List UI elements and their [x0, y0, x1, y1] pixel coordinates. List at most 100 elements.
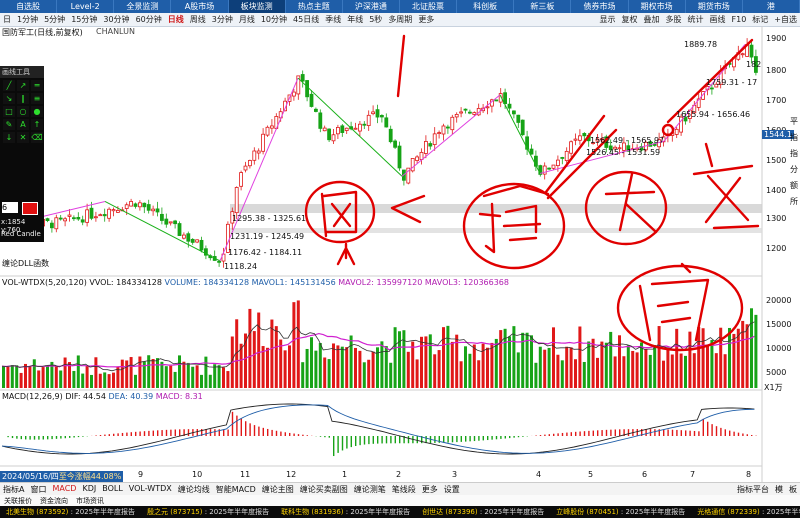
- drawing-tool-panel[interactable]: 画线工具 ╱ ↗ ═ ↘ ∥ ≡ □ ○ ● ✎ A ↑ ↓ ✕ ⌫ 6 x:1…: [0, 66, 44, 242]
- arrow-tool-icon[interactable]: ↘: [3, 93, 15, 104]
- ticker-item[interactable]: 北美生物 (873592) : 2025年半年度报告: [6, 508, 136, 516]
- nav-tab[interactable]: 自选股: [0, 0, 58, 13]
- ellipse-tool-icon[interactable]: ○: [17, 106, 29, 117]
- info-tab[interactable]: 市场资讯: [76, 496, 104, 505]
- info-tab[interactable]: 关联报价: [4, 496, 32, 505]
- period-button[interactable]: 月线: [238, 15, 255, 24]
- ray-tool-icon[interactable]: ↗: [17, 80, 29, 91]
- volume-indicator-label[interactable]: VOL-WTDX(5,20,120): [2, 278, 87, 287]
- indicator-tab[interactable]: 设置: [443, 485, 460, 494]
- period-button[interactable]: 1分钟: [17, 15, 39, 24]
- nav-tab[interactable]: 板块监测: [228, 0, 286, 13]
- nav-tab[interactable]: 港: [743, 0, 800, 13]
- ticker-item[interactable]: 立峰股份 (870451) : 2025年半年度报告: [556, 508, 686, 516]
- indicator-tab-right[interactable]: 板: [789, 485, 797, 494]
- nav-tab[interactable]: 科创板: [457, 0, 515, 13]
- line-tool-icon[interactable]: ╱: [3, 80, 15, 91]
- nav-tab[interactable]: A股市场: [171, 0, 229, 13]
- period-button[interactable]: 3分钟: [211, 15, 233, 24]
- indicator-tab-right[interactable]: 模: [775, 485, 783, 494]
- indicator-tab[interactable]: 指标A: [3, 485, 25, 494]
- candle-body: [76, 216, 81, 220]
- indicator-tab[interactable]: 缠论买卖副图: [299, 485, 348, 494]
- toolbar-right-button[interactable]: 标记: [752, 15, 769, 24]
- candle-body: [94, 216, 98, 219]
- nav-tab[interactable]: 期权市场: [629, 0, 686, 13]
- text-tool-icon[interactable]: A: [17, 119, 29, 130]
- line-width-field[interactable]: 6: [2, 202, 18, 213]
- fib-tool-icon[interactable]: ≡: [31, 93, 43, 104]
- ticker-item[interactable]: 联科生物 (831936) : 2025年半年度报告: [281, 508, 411, 516]
- nav-tab[interactable]: 期货市场: [686, 0, 743, 13]
- toolbar-right-button[interactable]: 显示: [599, 15, 616, 24]
- toolbar-right-button[interactable]: +自选: [774, 15, 797, 24]
- period-button[interactable]: 周线: [189, 15, 206, 24]
- delete-tool-icon[interactable]: ⌫: [31, 132, 43, 143]
- period-button[interactable]: 年线: [347, 15, 364, 24]
- indicator-tab[interactable]: 窗口: [30, 485, 47, 494]
- macd-indicator-label[interactable]: MACD(12,26,9): [2, 392, 63, 401]
- toolbar-right-button[interactable]: 统计: [687, 15, 704, 24]
- chart-canvas[interactable]: [0, 26, 800, 482]
- indicator-tab[interactable]: 更多: [421, 485, 438, 494]
- indicator-tab[interactable]: VOL-WTDX: [128, 484, 172, 493]
- volume-bar: [160, 361, 164, 388]
- channel-tool-icon[interactable]: ═: [31, 80, 43, 91]
- period-button[interactable]: 15分钟: [71, 15, 98, 24]
- toolbar-right-button[interactable]: 画线: [709, 15, 726, 24]
- volume-bar: [134, 374, 137, 388]
- toolbar-right-button[interactable]: 复权: [621, 15, 638, 24]
- info-tab[interactable]: 资金流向: [40, 496, 68, 505]
- period-button[interactable]: 日线: [167, 15, 184, 24]
- ticker-item[interactable]: 光格通信 (872339) : 2025年半年度报告: [691, 507, 800, 517]
- indicator-tab[interactable]: MACD: [52, 484, 77, 493]
- macd-bar: [579, 431, 581, 436]
- indicator-tab[interactable]: 缠论主图: [261, 485, 294, 494]
- indicator-tab[interactable]: 缠论均线: [177, 485, 210, 494]
- chart-indicator[interactable]: CHANLUN: [96, 27, 135, 36]
- parallel-tool-icon[interactable]: ∥: [17, 93, 29, 104]
- nav-tab[interactable]: 全景监测: [114, 0, 172, 13]
- toolbar-right-button[interactable]: 叠加: [643, 15, 660, 24]
- volume-bar: [371, 351, 375, 388]
- candle-body: [441, 125, 446, 135]
- ticker-item[interactable]: 殷之元 (873715) : 2025年半年度报告: [147, 508, 270, 516]
- color-swatch[interactable]: [22, 202, 38, 215]
- rect-tool-icon[interactable]: □: [3, 106, 15, 117]
- toolbar-right-button[interactable]: 多股: [665, 15, 682, 24]
- circle-tool-icon[interactable]: ●: [31, 106, 43, 117]
- nav-tab[interactable]: 新三板: [514, 0, 572, 13]
- nav-tab[interactable]: 热点主题: [286, 0, 343, 13]
- kline-chart-area[interactable]: 国防军工(日线,前复权) CHANLUN 1900180017001600150…: [0, 26, 800, 482]
- candle-body: [710, 87, 714, 90]
- period-button[interactable]: 5秒: [369, 15, 383, 24]
- period-button[interactable]: 更多: [418, 15, 435, 24]
- up-arrow-tool-icon[interactable]: ↑: [31, 119, 43, 130]
- candle-body: [327, 128, 332, 141]
- nav-tab[interactable]: 沪深港通: [343, 0, 400, 13]
- period-button[interactable]: 30分钟: [103, 15, 130, 24]
- ticker-item[interactable]: 创世达 (873396) : 2025年半年度报告: [422, 508, 545, 516]
- period-button[interactable]: 日: [3, 15, 11, 24]
- indicator-tab[interactable]: 缠论测笔: [353, 485, 386, 494]
- pen-tool-icon[interactable]: ✎: [3, 119, 15, 130]
- period-button[interactable]: 多周期: [388, 15, 413, 24]
- nav-tab[interactable]: 债券市场: [571, 0, 629, 13]
- indicator-tab[interactable]: 笔线段: [391, 485, 416, 494]
- indicator-tab[interactable]: 智能MACD: [215, 485, 256, 494]
- macd-bar: [253, 425, 256, 436]
- period-button[interactable]: 5分钟: [44, 15, 66, 24]
- period-button[interactable]: 45日线: [293, 15, 320, 24]
- indicator-tab[interactable]: KDJ: [82, 484, 97, 493]
- cross-tool-icon[interactable]: ✕: [17, 132, 29, 143]
- period-button[interactable]: 季线: [325, 15, 342, 24]
- ticker-text: 2025年半年度报告: [625, 508, 686, 516]
- indicator-tab-right[interactable]: 指标平台: [737, 485, 769, 494]
- down-arrow-tool-icon[interactable]: ↓: [3, 132, 15, 143]
- nav-tab[interactable]: Level-2: [57, 0, 115, 13]
- period-button[interactable]: 10分钟: [260, 15, 288, 24]
- toolbar-right-button[interactable]: F10: [731, 15, 747, 24]
- nav-tab[interactable]: 北证股票: [400, 0, 458, 13]
- indicator-tab[interactable]: BOLL: [102, 484, 123, 493]
- period-button[interactable]: 60分钟: [135, 15, 162, 24]
